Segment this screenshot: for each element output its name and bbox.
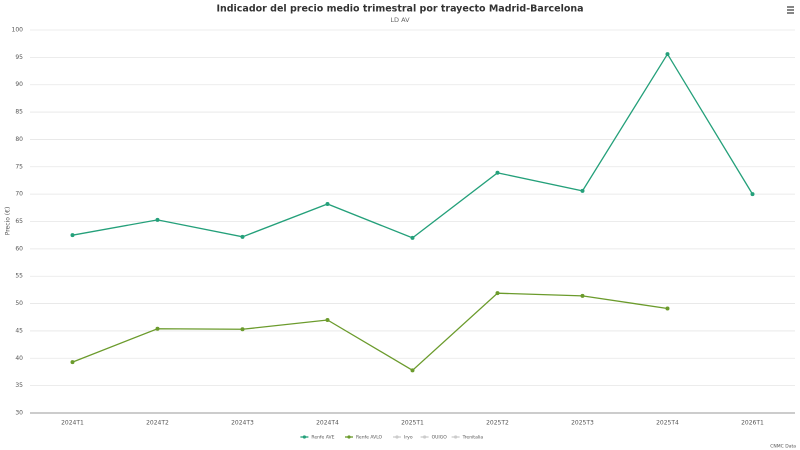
x-tick-label: 2025T2 [486, 420, 509, 427]
chart-title: Indicador del precio medio trimestral po… [216, 4, 583, 15]
y-tick-label: 70 [15, 191, 23, 198]
y-tick-label: 35 [15, 382, 23, 389]
point [155, 326, 160, 331]
point [495, 291, 500, 296]
point [665, 306, 670, 311]
x-tick-label: 2026T1 [741, 420, 764, 427]
legend-marker [454, 435, 458, 439]
point [70, 233, 75, 238]
y-tick-label: 30 [15, 410, 23, 417]
credits: CNMC Data [770, 444, 796, 450]
y-tick-label: 95 [15, 54, 23, 61]
y-tick-label: 80 [15, 136, 23, 143]
legend-item[interactable]: Renfe AVE [300, 435, 335, 441]
legend-item[interactable]: Renfe AVLO [345, 435, 383, 441]
x-tick-label: 2024T2 [146, 420, 169, 427]
x-tick-label: 2025T4 [656, 420, 679, 427]
point [70, 360, 75, 365]
y-tick-label: 60 [15, 245, 23, 252]
legend-item[interactable]: Iryo [393, 435, 413, 441]
x-tick-label: 2025T1 [401, 420, 424, 427]
point [325, 317, 330, 322]
y-tick-label: 65 [15, 218, 23, 225]
menu-button[interactable] [784, 4, 796, 16]
point [155, 217, 160, 222]
legend-label: Iryo [404, 435, 413, 441]
legend-marker [347, 435, 351, 439]
x-tick-label: 2024T1 [61, 420, 84, 427]
legend-item[interactable]: OUIGO [420, 435, 448, 441]
legend-item[interactable]: Trenitalia [451, 435, 484, 441]
y-tick-label: 100 [12, 27, 24, 34]
point [240, 327, 245, 332]
point [410, 368, 415, 373]
point [580, 293, 585, 298]
y-tick-label: 85 [15, 109, 23, 116]
legend-marker [395, 435, 399, 439]
y-tick-label: 90 [15, 81, 23, 88]
y-tick-label: 40 [15, 355, 23, 362]
x-tick-label: 2024T3 [231, 420, 254, 427]
y-tick-label: 75 [15, 163, 23, 170]
point [325, 201, 330, 206]
legend-label: OUIGO [432, 435, 448, 441]
legend-label: Trenitalia [462, 435, 484, 441]
series-line [72, 52, 754, 239]
x-tick-label: 2024T4 [316, 420, 339, 427]
point [495, 170, 500, 175]
y-tick-label: 55 [15, 273, 23, 280]
legend-marker [423, 435, 427, 439]
x-tick-label: 2025T3 [571, 420, 594, 427]
point [410, 235, 415, 240]
point [750, 192, 755, 197]
chart-subtitle: LD AV [390, 16, 410, 24]
legend-label: Renfe AVLO [356, 435, 383, 441]
y-axis-label: Precio (€) [5, 207, 12, 236]
point [580, 188, 585, 193]
point [665, 52, 670, 57]
y-tick-label: 50 [15, 300, 23, 307]
legend-marker [302, 435, 306, 439]
y-tick-label: 45 [15, 327, 23, 334]
legend-label: Renfe AVE [311, 435, 334, 441]
point [240, 234, 245, 239]
series-line [72, 292, 668, 372]
